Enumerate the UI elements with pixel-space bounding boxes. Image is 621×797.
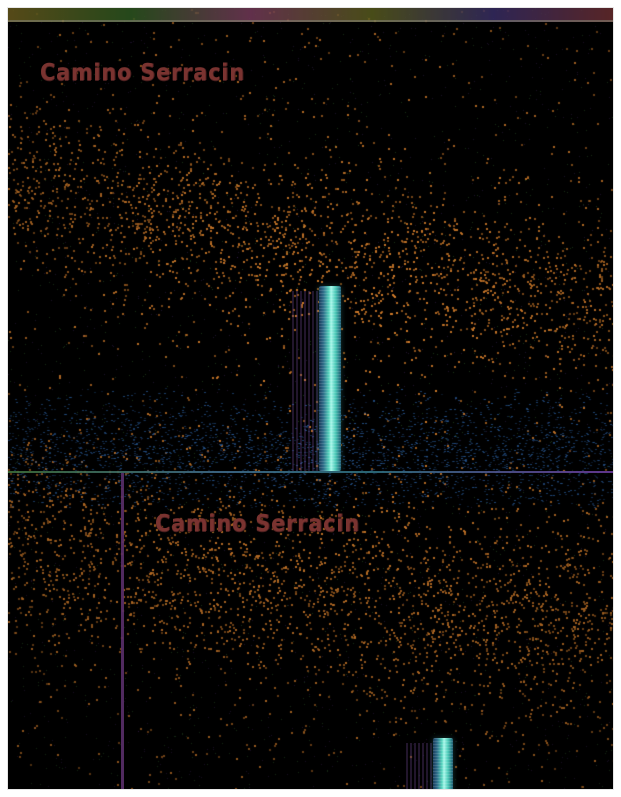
starfield-noise-background [8,8,613,789]
game-screen: Camino Serracin Camino Serracin [7,7,614,790]
scene-split-horizontal-line [8,471,613,473]
location-title-top: Camino Serracin [40,60,245,86]
light-pillar-shadow-bottom [406,743,433,789]
light-pillar-icon-bottom [433,738,453,789]
top-status-strip [8,8,613,22]
light-pillar-icon-top [319,286,341,471]
location-title-bottom: Camino Serracin [155,511,360,537]
scene-split-vertical-line [121,473,124,789]
light-pillar-shadow-top [292,291,319,471]
